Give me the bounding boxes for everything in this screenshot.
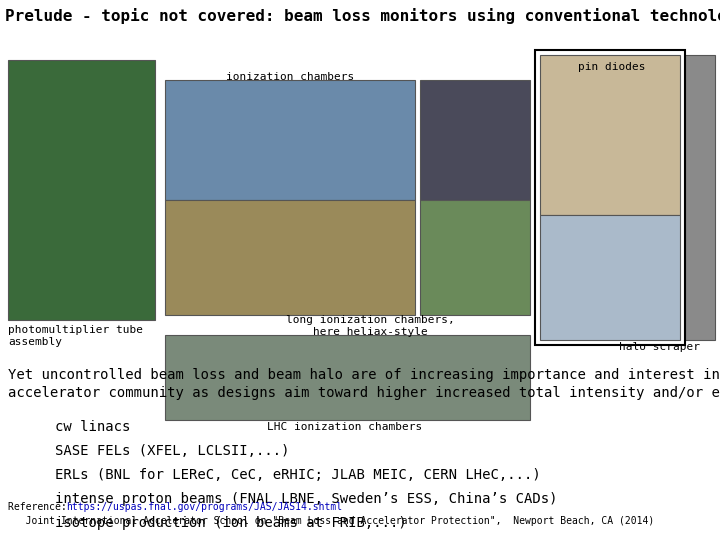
Text: intense proton beams (FNAL LBNE, Sweden’s ESS, China’s CADs): intense proton beams (FNAL LBNE, Sweden’… bbox=[55, 492, 557, 506]
Text: Joint International Accelerator School on "Beam Loss and Accelerator Protection": Joint International Accelerator School o… bbox=[8, 516, 654, 526]
Bar bbox=[8, 60, 155, 320]
Bar bbox=[540, 55, 680, 215]
Bar bbox=[685, 55, 715, 340]
Text: isotope production (ion beams at FRIB,...): isotope production (ion beams at FRIB,..… bbox=[55, 516, 407, 530]
Bar bbox=[535, 50, 685, 345]
Text: photomultiplier tube
assembly: photomultiplier tube assembly bbox=[8, 325, 143, 347]
Bar bbox=[540, 215, 680, 340]
Text: cw linacs: cw linacs bbox=[55, 420, 130, 434]
Text: halo scraper: halo scraper bbox=[619, 342, 700, 352]
Bar bbox=[165, 80, 415, 200]
Text: ionization chambers: ionization chambers bbox=[226, 72, 354, 82]
Text: long ionization chambers,
here heliax-style: long ionization chambers, here heliax-st… bbox=[286, 315, 454, 336]
Text: Yet uncontrolled beam loss and beam halo are of increasing importance and intere: Yet uncontrolled beam loss and beam halo… bbox=[8, 368, 720, 400]
Text: pin diodes: pin diodes bbox=[578, 62, 646, 72]
Text: LHC ionization chambers: LHC ionization chambers bbox=[267, 422, 423, 432]
Text: Prelude - topic not covered: beam loss monitors using conventional technologies: Prelude - topic not covered: beam loss m… bbox=[5, 8, 720, 24]
Text: https://uspas.fnal.gov/programs/JAS/JAS14.shtml: https://uspas.fnal.gov/programs/JAS/JAS1… bbox=[66, 502, 342, 512]
Bar bbox=[165, 335, 530, 420]
Text: SASE FELs (XFEL, LCLSII,...): SASE FELs (XFEL, LCLSII,...) bbox=[55, 444, 289, 458]
Text: Reference:: Reference: bbox=[8, 502, 73, 512]
Bar bbox=[420, 200, 530, 315]
Text: ERLs (BNL for LEReC, CeC, eRHIC; JLAB MEIC, CERN LHeC,...): ERLs (BNL for LEReC, CeC, eRHIC; JLAB ME… bbox=[55, 468, 541, 482]
Bar bbox=[165, 200, 415, 315]
Bar bbox=[420, 80, 530, 200]
